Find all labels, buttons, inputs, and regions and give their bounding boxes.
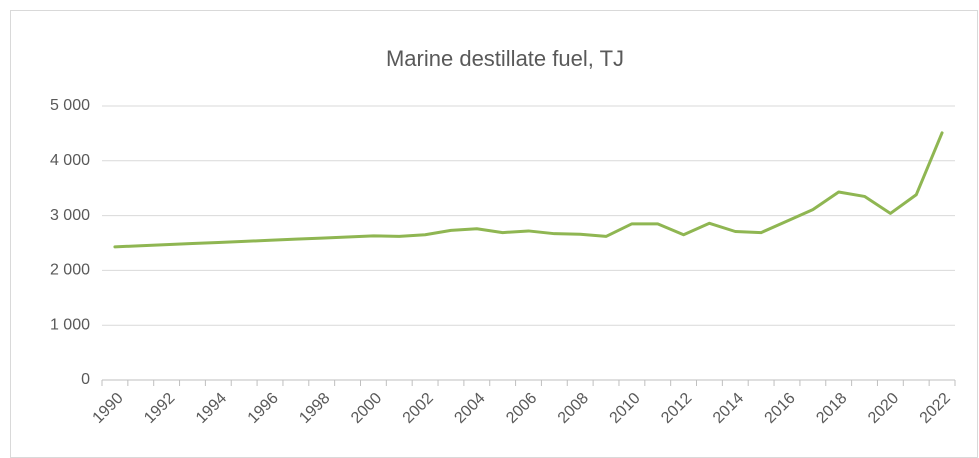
chart-frame (10, 10, 978, 458)
chart-title: Marine destillate fuel, TJ (386, 46, 624, 71)
y-tick-label: 2 000 (50, 262, 90, 279)
y-tick-label: 4 000 (50, 152, 90, 169)
y-tick-label: 3 000 (50, 207, 90, 224)
y-tick-label: 0 (81, 371, 90, 388)
y-tick-label: 1 000 (50, 316, 90, 333)
data-line (113, 131, 944, 249)
y-tick-label: 5 000 (50, 97, 90, 114)
